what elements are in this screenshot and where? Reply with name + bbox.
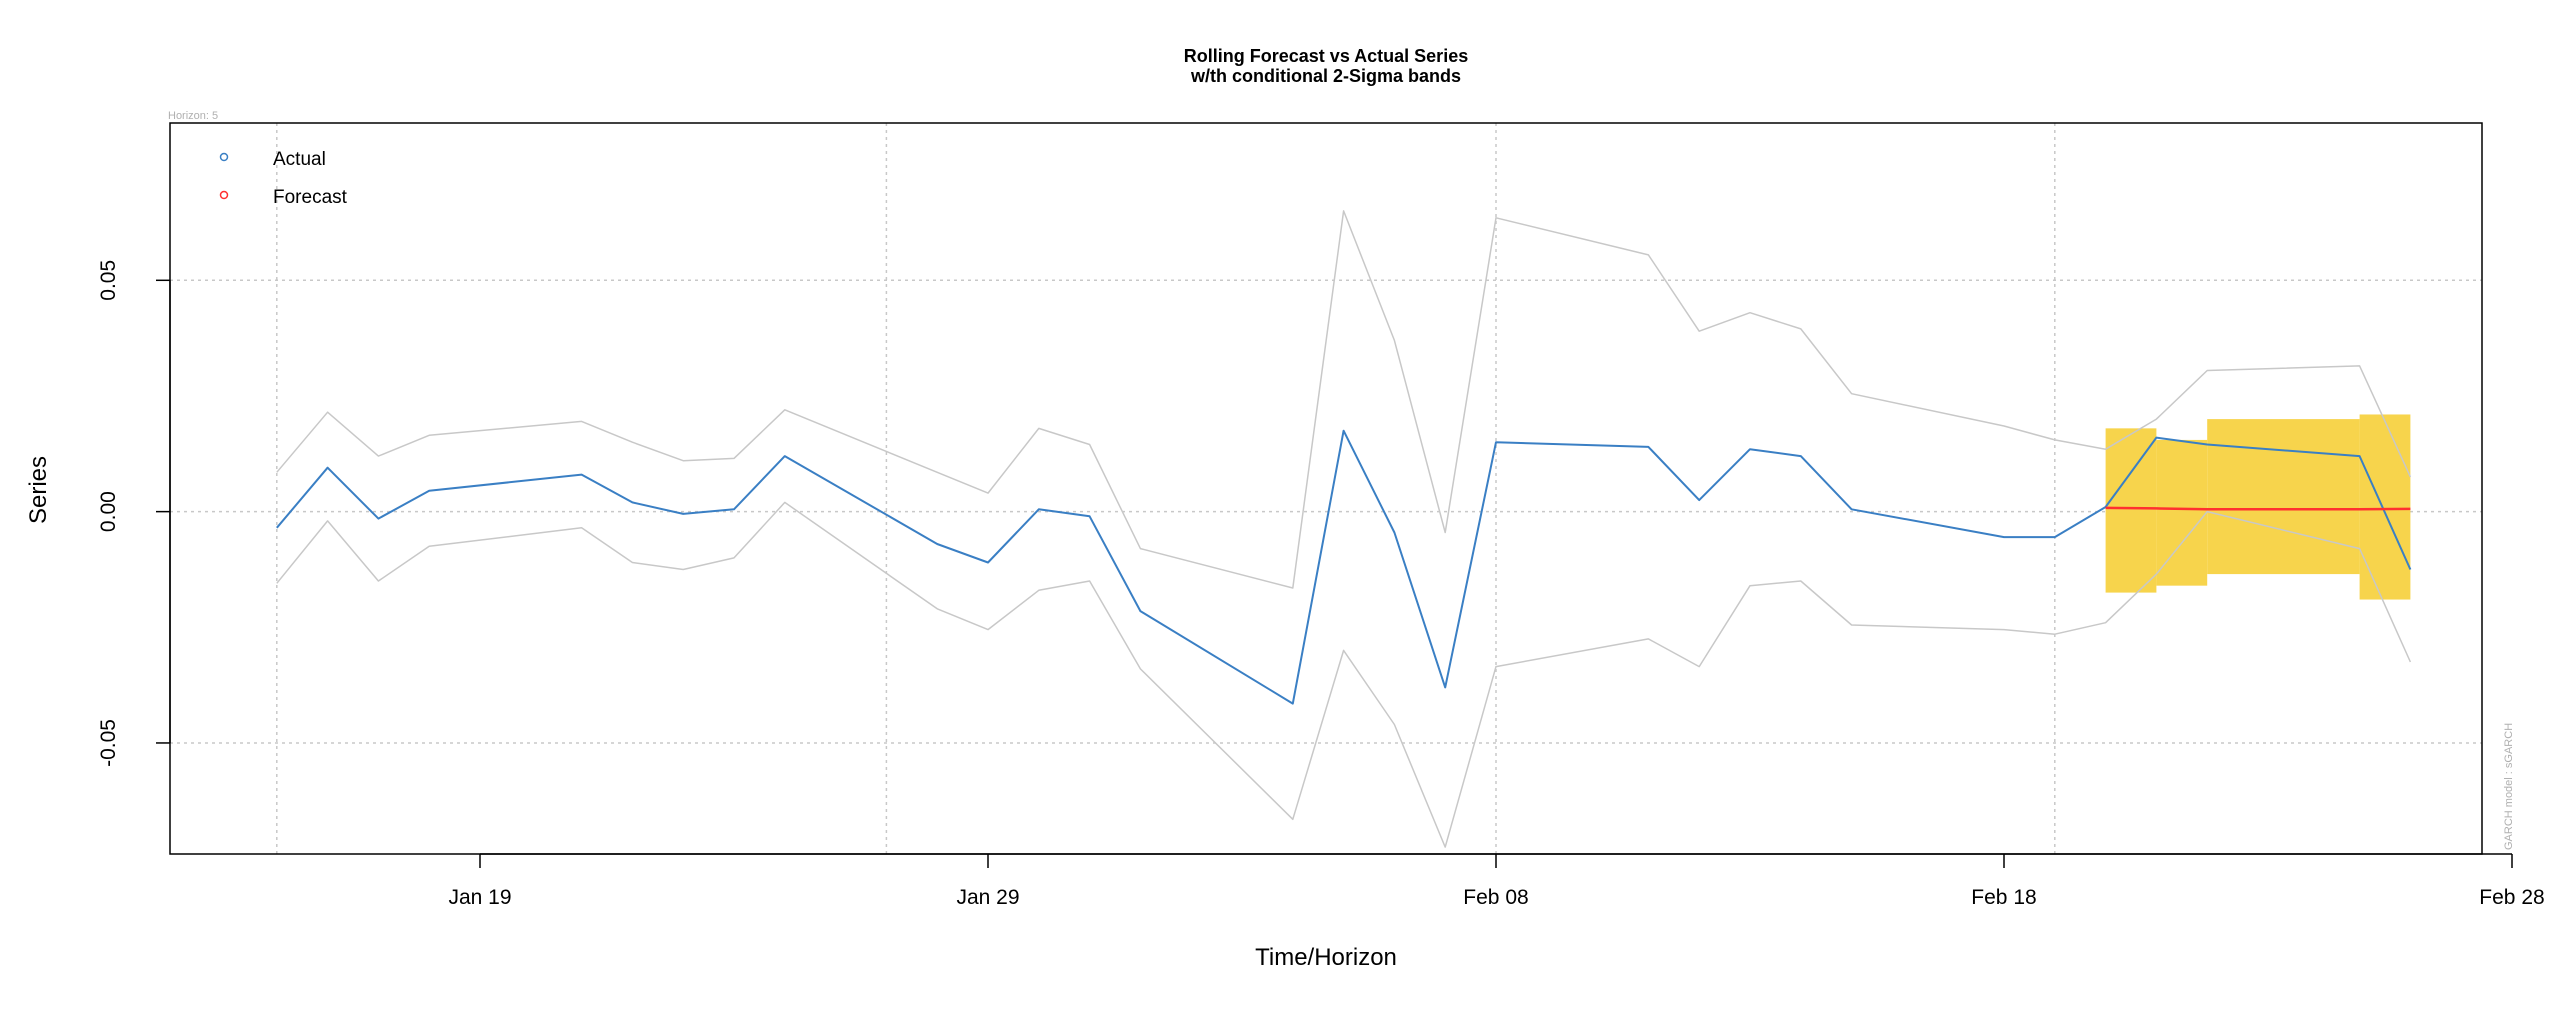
actual-series-line [276,429,2412,705]
legend-label-forecast: Forecast [273,187,348,208]
y-tick-label: -0.05 [97,719,120,767]
sigma-band-lines [276,210,2412,848]
forecast-interval-band [2156,439,2208,586]
y-axis-title: Series [25,456,52,524]
x-tick-label: Feb 08 [1463,886,1528,909]
axes: Jan 19 Jan 29 Feb 08 Feb 18 Feb 28 -0.05 0.00 0… [97,260,2545,909]
y-tick-label: 0.00 [97,491,120,532]
upper-sigma-line [276,210,2412,589]
series-lines [276,429,2412,705]
forecast-interval-band [2105,428,2157,593]
x-axis-title: Time/Horizon [1255,944,1397,971]
legend-label-actual: Actual [273,149,326,170]
legend-marker-actual [219,152,229,162]
chart-subtitle: w/th conditional 2-Sigma bands [1190,66,1461,86]
forecast-series-line [2105,506,2411,511]
x-tick-label: Feb 28 [2479,886,2544,909]
legend-marker-forecast [219,190,229,200]
forecast-interval-fill [2105,414,2411,600]
forecast-interval-band [2207,419,2360,575]
x-tick-label: Jan 19 [448,886,511,909]
chart-title: Rolling Forecast vs Actual Series [1184,46,1468,66]
forecast-interval-band [2359,414,2411,600]
lower-sigma-line [276,501,2412,848]
y-tick-label: 0.05 [97,260,120,301]
model-note: GARCH model : sGARCH [2503,723,2515,850]
horizon-note: Horizon: 5 [168,110,218,122]
x-tick-label: Feb 18 [1971,886,2036,909]
x-tick-label: Jan 29 [956,886,1019,909]
legend: Actual Forecast [219,149,348,208]
